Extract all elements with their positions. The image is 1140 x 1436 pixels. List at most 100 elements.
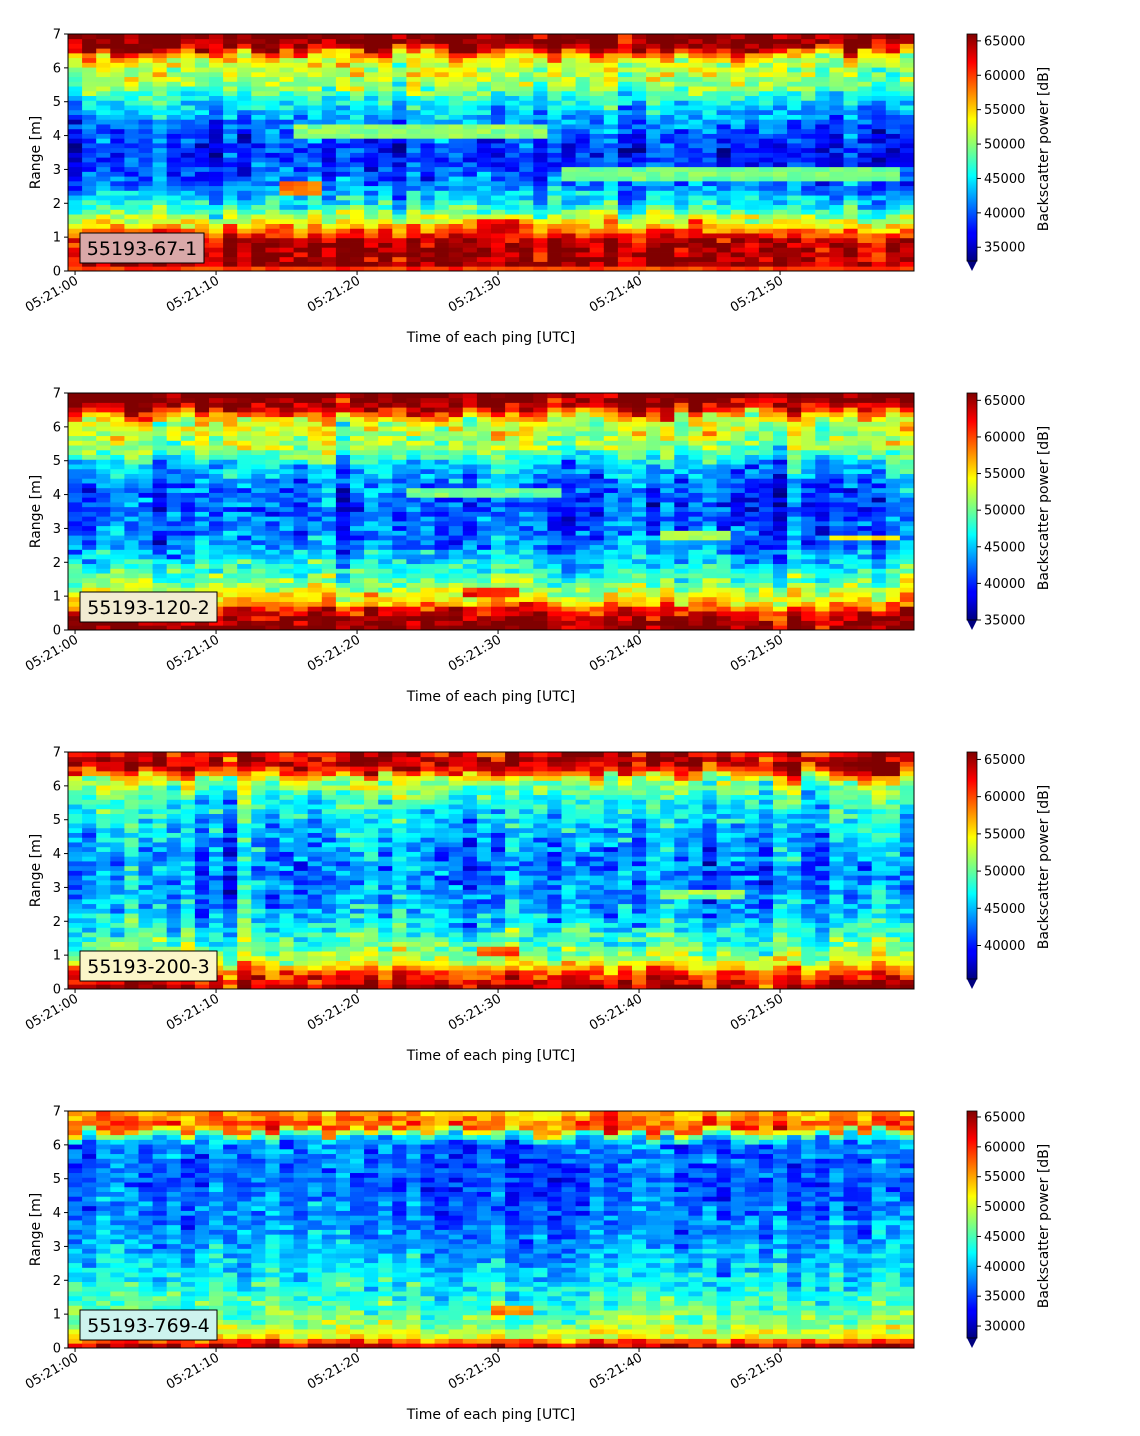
heatmap-cell [209, 124, 224, 130]
heatmap-cell [505, 573, 520, 579]
heatmap-cell [265, 483, 280, 489]
heatmap-cell [392, 525, 407, 531]
heatmap-cell [124, 138, 139, 144]
heatmap-cell [378, 185, 393, 191]
heatmap-cell [307, 147, 323, 153]
heatmap-cell [209, 266, 224, 272]
heatmap-cell [575, 582, 591, 588]
heatmap-cell [758, 261, 774, 267]
heatmap-cell [138, 445, 153, 451]
heatmap-cell [237, 256, 252, 262]
heatmap-cell [561, 497, 576, 503]
heatmap-cell [758, 128, 774, 134]
heatmap-cell [335, 100, 351, 106]
heatmap-cell [519, 100, 534, 106]
heatmap-cell [265, 252, 280, 258]
heatmap-cell [152, 185, 168, 191]
heatmap-cell [321, 176, 337, 182]
heatmap-cell [335, 464, 351, 470]
heatmap-cell [491, 43, 506, 49]
heatmap-cell [293, 487, 309, 493]
heatmap-cell [321, 199, 337, 206]
heatmap-cell [293, 464, 309, 470]
heatmap-cell [138, 587, 153, 593]
heatmap-cell [265, 57, 280, 63]
heatmap-cell [307, 582, 323, 588]
heatmap-cell [730, 48, 746, 54]
heatmap-cell [773, 228, 788, 234]
heatmap-cell [110, 147, 125, 153]
heatmap-cell [364, 592, 379, 598]
heatmap-cell [392, 393, 407, 399]
heatmap-cell [561, 43, 576, 49]
heatmap-cell [491, 218, 506, 224]
heatmap-cell [166, 554, 182, 560]
heatmap-cell [138, 544, 153, 550]
heatmap-cell [603, 468, 619, 474]
heatmap-cell [815, 90, 830, 97]
heatmap-cell [547, 459, 562, 465]
heatmap-cell [378, 161, 393, 168]
x-tick-label: 05:21:20 [305, 273, 363, 315]
heatmap-cell [251, 511, 266, 517]
heatmap-cell [110, 530, 125, 536]
heatmap-cell [801, 147, 816, 153]
heatmap-cell [194, 563, 210, 569]
heatmap-cell [335, 459, 351, 465]
heatmap-cell [406, 397, 421, 403]
heatmap-cell [505, 81, 520, 87]
heatmap-cell [448, 34, 464, 40]
heatmap-cell [448, 76, 464, 82]
heatmap-cell [843, 90, 858, 97]
heatmap-cell [279, 449, 294, 456]
heatmap-cell [674, 76, 689, 82]
heatmap-cell [223, 214, 238, 220]
heatmap-cell [885, 228, 901, 234]
heatmap-cell [434, 497, 450, 503]
heatmap-cell [462, 256, 478, 262]
heatmap-cell [124, 520, 139, 527]
heatmap-cell [406, 587, 421, 593]
heatmap-cell [462, 601, 478, 607]
heatmap-cell [716, 124, 732, 130]
heatmap-cell [505, 124, 520, 130]
heatmap-cell [420, 615, 435, 621]
heatmap-cell [293, 558, 309, 565]
heatmap-cell [335, 596, 351, 602]
heatmap-cell [237, 57, 252, 63]
heatmap-cell [180, 57, 196, 63]
heatmap-cell [152, 95, 168, 101]
heatmap-cell [758, 214, 774, 220]
heatmap-cell [505, 261, 520, 267]
heatmap-cell [110, 228, 125, 234]
heatmap-cell [110, 48, 125, 54]
heatmap-cell [899, 209, 915, 215]
heatmap-cell [617, 133, 633, 139]
heatmap-cell [152, 81, 168, 87]
heatmap-cell [688, 86, 703, 92]
heatmap-cell [279, 464, 294, 470]
heatmap-cell [180, 223, 196, 229]
heatmap-cell [251, 171, 266, 177]
heatmap-cell [265, 449, 280, 456]
heatmap-cell [350, 558, 365, 565]
heatmap-cell [420, 393, 435, 399]
heatmap-cell [448, 176, 464, 182]
heatmap-cell [194, 582, 210, 588]
heatmap-cell [561, 90, 576, 97]
heatmap-cell [434, 166, 450, 172]
heatmap-cell [335, 549, 351, 555]
heatmap-cell [787, 214, 802, 220]
heatmap-cell [237, 261, 252, 267]
heatmap-cell [321, 487, 337, 493]
heatmap-cell [293, 138, 309, 144]
heatmap-cell [533, 435, 548, 441]
heatmap-cell [829, 67, 844, 73]
heatmap-cell [589, 233, 605, 239]
heatmap-cell [350, 449, 365, 456]
heatmap-cell [180, 397, 196, 403]
heatmap-cell [871, 228, 887, 234]
heatmap-cell [476, 582, 492, 588]
heatmap-cell [251, 516, 266, 522]
heatmap-cell [533, 393, 548, 399]
